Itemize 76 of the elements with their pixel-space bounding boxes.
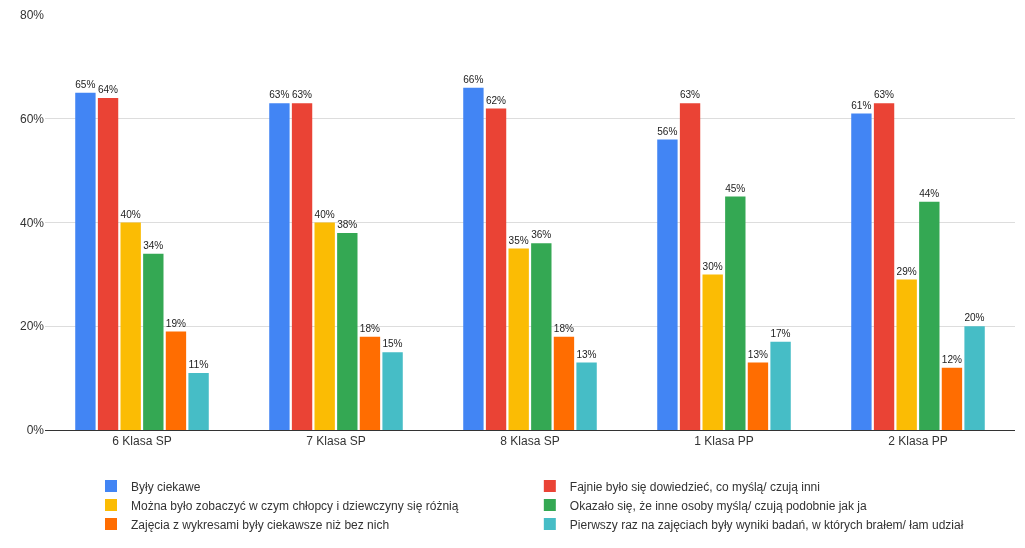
bar <box>657 139 678 430</box>
data-label: 20% <box>964 312 985 324</box>
data-label: 44% <box>919 187 940 199</box>
bar <box>679 103 701 430</box>
bar <box>531 243 552 430</box>
data-label: 56% <box>657 125 678 137</box>
data-label: 40% <box>314 208 335 220</box>
legend-label: Okazało się, że inne osoby myślą/ czują podobnie jak ja <box>569 498 867 513</box>
data-label: 63% <box>291 89 313 101</box>
data-label: 63% <box>873 89 895 101</box>
bar <box>165 331 187 430</box>
data-label: 13% <box>747 348 768 360</box>
data-label: 13% <box>576 348 597 360</box>
data-label: 35% <box>508 234 529 246</box>
data-label: 18% <box>553 322 574 334</box>
bar <box>725 196 746 430</box>
bar <box>188 372 209 430</box>
bar <box>851 113 872 430</box>
data-label: 34% <box>143 239 164 251</box>
y-tick-label: 0% <box>26 423 45 438</box>
data-label: 65% <box>75 78 96 90</box>
bar <box>485 108 507 430</box>
bar <box>463 87 484 430</box>
x-tick-label: 2 Klasa PP <box>888 434 948 449</box>
bar <box>314 222 335 430</box>
data-label: 40% <box>120 208 141 220</box>
bar <box>508 248 529 430</box>
bar <box>359 336 381 430</box>
y-tick-label: 20% <box>19 319 45 334</box>
bar <box>75 92 96 430</box>
y-tick-label: 60% <box>19 111 45 126</box>
data-label: 19% <box>165 317 186 329</box>
bar <box>97 98 119 430</box>
data-label: 66% <box>463 73 484 85</box>
x-tick-label: 1 Klasa PP <box>694 434 754 449</box>
x-tick-label: 8 Klasa SP <box>500 434 560 449</box>
data-label: 38% <box>337 219 358 231</box>
bar <box>576 362 597 430</box>
data-label: 61% <box>851 99 872 111</box>
legend-label: Pierwszy raz na zajęciach były wyniki badań, w których brałem/ łam udział <box>569 517 964 532</box>
bar <box>747 362 769 430</box>
legend-label: Fajnie było się dowiedzieć, co myślą/ czują inni <box>569 479 820 494</box>
bar <box>291 103 313 430</box>
data-label: 15% <box>382 338 403 350</box>
data-label: 63% <box>269 89 290 101</box>
data-label: 18% <box>359 322 380 334</box>
data-label: 12% <box>941 353 962 365</box>
data-label: 29% <box>896 265 917 277</box>
legend-label: Były ciekawe <box>131 479 201 494</box>
data-label: 62% <box>485 94 507 106</box>
data-label: 64% <box>97 84 119 96</box>
y-tick-label: 40% <box>19 215 45 230</box>
y-tick-label: 80% <box>19 8 45 23</box>
data-label: 11% <box>188 359 209 371</box>
bar <box>269 103 290 430</box>
bar <box>382 352 403 430</box>
legend-label: Zajęcia z wykresami były ciekawsze niż bez nich <box>131 517 390 532</box>
bar <box>553 336 575 430</box>
data-label: 36% <box>531 229 552 241</box>
bar <box>873 103 895 430</box>
bar <box>337 232 358 430</box>
data-label: 45% <box>725 182 746 194</box>
bar <box>964 326 985 430</box>
data-label: 63% <box>679 89 701 101</box>
bar <box>919 201 940 430</box>
bar <box>896 279 917 430</box>
data-label: 30% <box>702 260 723 272</box>
legend-label: Można było zobaczyć w czym chłopcy i dziewczyny się różnią <box>131 498 459 513</box>
bar <box>143 253 164 430</box>
bar <box>770 341 791 430</box>
bar <box>702 274 723 430</box>
bar <box>120 222 141 430</box>
x-tick-label: 6 Klasa SP <box>112 434 172 449</box>
bar <box>941 367 963 430</box>
x-tick-label: 7 Klasa SP <box>306 434 366 449</box>
data-label: 17% <box>770 327 791 339</box>
